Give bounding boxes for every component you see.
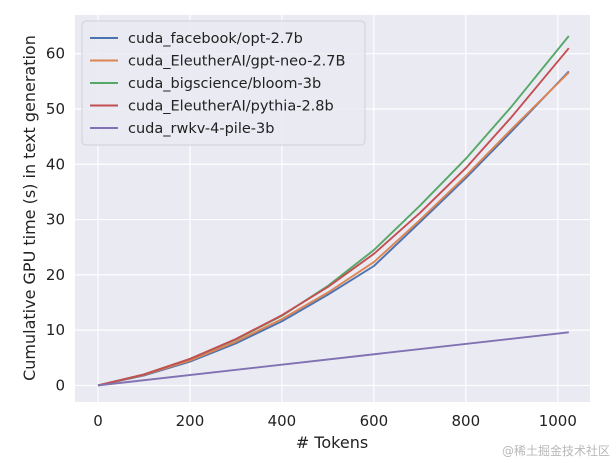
- series-lines: [97, 35, 570, 387]
- x-tick-label: 200: [176, 412, 205, 430]
- legend-box: [81, 20, 366, 146]
- legend-entry: cuda_bigscience/bloom-3b: [128, 76, 321, 92]
- x-tick-label: 0: [93, 412, 103, 430]
- series-line-2: [97, 71, 570, 387]
- x-tick-label: 400: [268, 412, 297, 430]
- y-tick-labels: 0 10 20 30 40 50 60: [46, 45, 65, 395]
- y-tick-label: 20: [46, 266, 65, 284]
- legend-entry: cuda_facebook/opt-2.7b: [128, 31, 303, 47]
- x-axis-label: # Tokens: [296, 433, 368, 452]
- y-axis-label: Cumulative GPU time (s) in text generati…: [20, 35, 39, 381]
- x-tick-label: 1000: [539, 412, 577, 430]
- y-tick-label: 30: [46, 211, 65, 229]
- y-gridlines: [75, 53, 590, 387]
- x-tick-label: 600: [360, 412, 389, 430]
- legend: cuda_facebook/opt-2.7b cuda_EleutherAI/gp…: [81, 20, 366, 146]
- x-tick-label: 800: [452, 412, 481, 430]
- y-tick-label: 60: [46, 45, 65, 63]
- legend-entry: cuda_EleutherAI/pythia-2.8b: [128, 99, 334, 115]
- series-line-5: [97, 331, 569, 387]
- y-tick-label: 0: [55, 376, 65, 394]
- y-tick-label: 10: [46, 321, 65, 339]
- legend-entry: cuda_rwkv-4-pile-3b: [128, 121, 274, 137]
- y-tick-label: 50: [46, 100, 65, 118]
- watermark-text: @稀土掘金技术社区: [501, 444, 610, 458]
- x-tick-labels: 0 200 400 600 800 1000: [93, 412, 577, 430]
- legend-entry: cuda_EleutherAI/gpt-neo-2.7B: [128, 54, 345, 70]
- y-tick-label: 40: [46, 155, 65, 173]
- series-line-4: [97, 47, 570, 387]
